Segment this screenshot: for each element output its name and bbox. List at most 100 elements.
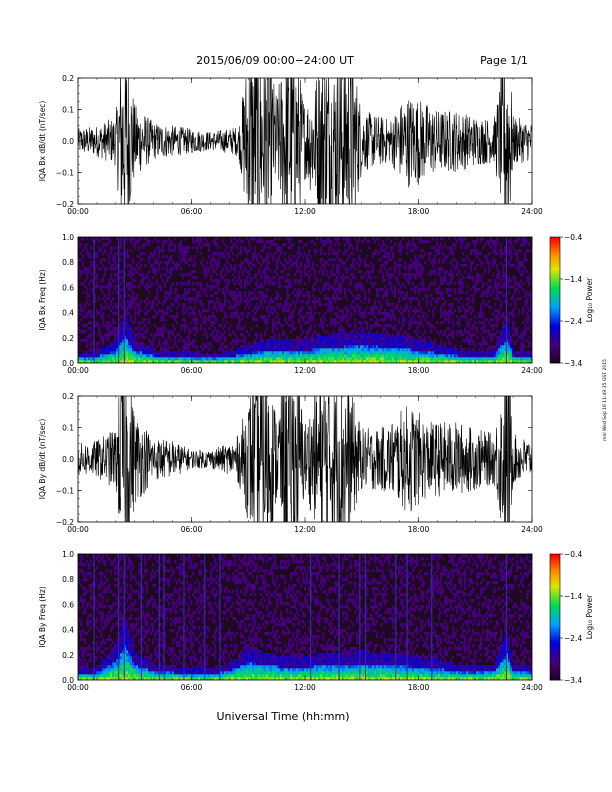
spectrogram-cell <box>358 294 361 298</box>
spectrogram-cell <box>88 282 91 286</box>
spectrogram-cell <box>122 360 125 363</box>
spectrogram-cell <box>192 354 195 358</box>
spectrogram-cell <box>390 336 393 340</box>
spectrogram-cell <box>188 360 191 363</box>
spectrogram-cell <box>474 342 477 346</box>
spectrogram-cell <box>482 348 485 352</box>
spectrogram-cell <box>108 291 111 295</box>
spectrogram-cell <box>438 348 441 352</box>
spectrogram-cell <box>218 336 221 340</box>
spectrogram-cell <box>286 300 289 304</box>
spectrogram-cell <box>154 360 157 363</box>
spectrogram-cell <box>158 309 161 313</box>
spectrogram-cell <box>326 273 329 277</box>
spectrogram-cell <box>434 342 437 346</box>
spectrogram-cell <box>80 252 83 256</box>
spectrogram-cell <box>94 285 97 289</box>
spectrogram-cell <box>132 237 135 241</box>
spectrogram-cell <box>208 354 211 358</box>
colorbar-tick-label: −1.4 <box>564 275 582 284</box>
spectrogram-cell <box>470 267 473 271</box>
spectrogram-cell <box>382 294 385 298</box>
spectrogram-cell <box>482 294 485 298</box>
spectrogram-cell <box>448 303 451 307</box>
spectrogram-cell <box>442 297 445 301</box>
spectrogram-cell <box>498 339 501 343</box>
spectrogram-cell <box>354 267 357 271</box>
spectrogram-cell <box>140 321 143 325</box>
spectrogram-cell <box>154 351 157 355</box>
spectrogram-cell <box>470 294 473 298</box>
spectrogram-cell <box>374 300 377 304</box>
spectrogram-cell <box>392 357 395 361</box>
spectrogram-cell <box>462 348 465 352</box>
spectrogram-cell <box>126 339 129 343</box>
spectrogram-cell <box>402 348 405 352</box>
spectrogram-cell <box>402 339 405 343</box>
spectrogram-cell <box>114 303 117 307</box>
spectrogram-cell <box>506 342 509 346</box>
spectrogram-cell <box>190 270 193 274</box>
spectrogram-cell <box>80 312 83 316</box>
spectrogram-cell <box>194 351 197 355</box>
spectrogram-cell <box>200 345 203 349</box>
spectrogram-cell <box>450 351 453 355</box>
spectrogram-cell <box>208 243 211 247</box>
spectrogram-cell <box>372 348 375 352</box>
spectrogram-cell <box>362 288 365 292</box>
spectrogram-cell <box>368 297 371 301</box>
spectrogram-cell <box>348 360 351 363</box>
spectrogram-cell <box>482 351 485 355</box>
spectrogram-cell <box>408 243 411 247</box>
spectrogram-cell <box>182 360 185 363</box>
spectrogram-cell <box>142 273 145 277</box>
spectrogram-cell <box>324 297 327 301</box>
spectrogram-cell <box>318 333 321 337</box>
spectrogram-cell <box>498 276 501 280</box>
spectrogram-cell <box>318 297 321 301</box>
spectrogram-cell <box>364 357 367 361</box>
spectrogram-cell <box>358 351 361 355</box>
spectrogram-cell <box>330 354 333 358</box>
spectrogram-cell <box>268 303 271 307</box>
spectrogram-cell <box>238 273 241 277</box>
spectrogram-cell <box>438 333 441 337</box>
spectrogram-cell <box>388 255 391 259</box>
spectrogram-cell <box>156 294 159 298</box>
spectrogram-cell <box>296 351 299 355</box>
spectrogram-cell <box>354 321 357 325</box>
spectrogram-cell <box>348 276 351 280</box>
spectrogram-cell <box>376 339 379 343</box>
spectrogram-cell <box>334 336 337 340</box>
spectrogram-cell <box>136 342 139 346</box>
spectrogram-cell <box>364 264 367 268</box>
spectrogram-cell <box>398 243 401 247</box>
spectrogram-cell <box>294 354 297 358</box>
spectrogram-cell <box>180 327 183 331</box>
spectrogram-cell <box>514 351 517 355</box>
spectrogram-cell <box>452 258 455 262</box>
spectrogram-cell <box>346 336 349 340</box>
spectrogram-cell <box>268 348 271 352</box>
spectrogram-cell <box>168 357 171 361</box>
spectrogram-cell <box>134 327 137 331</box>
spectrogram-cell <box>272 327 275 331</box>
spectrogram-cell <box>474 357 477 361</box>
spectrogram-cell <box>194 318 197 322</box>
spectrogram-cell <box>470 357 473 361</box>
spectrogram-cell <box>122 306 125 310</box>
spectrogram-cell <box>116 327 119 331</box>
spectrogram-cell <box>378 270 381 274</box>
spectrogram-cell <box>322 288 325 292</box>
spectrogram-cell <box>234 282 237 286</box>
spectrogram-cell <box>444 354 447 358</box>
spectrogram-cell <box>292 324 295 328</box>
spectrogram-cell <box>120 306 123 310</box>
spectrogram-cell <box>178 348 181 352</box>
spectrogram-cell <box>338 357 341 361</box>
spectrogram-cell <box>126 324 129 328</box>
spectrogram-cell <box>292 321 295 325</box>
spectrogram-cell <box>100 306 103 310</box>
spectrogram-cell <box>488 330 491 334</box>
spectrogram-cell <box>420 306 423 310</box>
